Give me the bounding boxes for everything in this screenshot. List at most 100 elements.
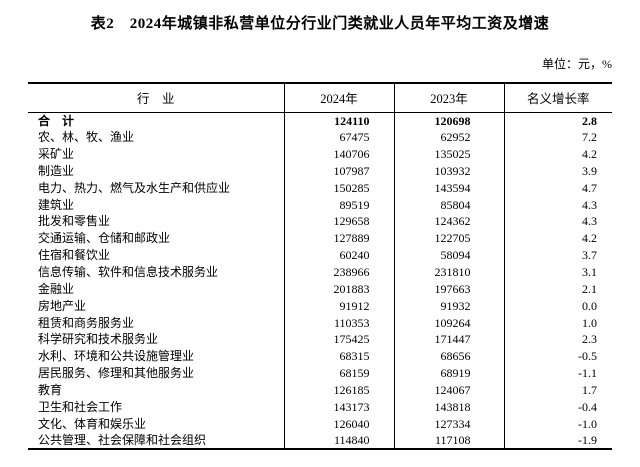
cell-2023: 171447: [393, 330, 504, 348]
cell-growth: -0.5: [503, 347, 612, 365]
cell-growth: 4.2: [503, 145, 612, 163]
cell-growth: 4.3: [503, 196, 612, 214]
table-row: 卫生和社会工作 143173 143818 -0.4: [28, 398, 612, 416]
cell-industry: 科学研究和技术服务业: [38, 332, 159, 347]
wage-table: 行 业 2024年 2023年 名义增长率 合 计 124110 120698 2.8…: [28, 82, 612, 450]
cell-2023: 117108: [393, 432, 504, 449]
cell-2023: 68656: [393, 347, 504, 365]
cell-industry: 房地产业: [38, 298, 87, 313]
table-row: 采矿业 140706 135025 4.2: [28, 145, 612, 163]
header-2023: 2023年: [393, 83, 504, 113]
cell-2024: 68315: [283, 347, 394, 365]
table-row: 交通运输、仓储和邮政业 127889 122705 4.2: [28, 229, 612, 247]
cell-2024: 124110: [283, 112, 394, 129]
cell-industry: 农、林、牧、渔业: [38, 130, 135, 145]
cell-growth: 7.2: [503, 128, 612, 146]
table-row: 信息传输、软件和信息技术服务业 238966 231810 3.1: [28, 263, 612, 281]
unit-note: 单位：元，%: [542, 57, 612, 71]
cell-industry: 教育: [38, 382, 63, 397]
cell-growth: 3.9: [503, 162, 612, 180]
cell-growth: -0.4: [503, 398, 612, 416]
table-row: 电力、热力、燃气及水生产和供应业 150285 143594 4.7: [28, 179, 612, 197]
cell-industry: 卫生和社会工作: [38, 399, 123, 414]
table-row: 水利、环境和公共设施管理业 68315 68656 -0.5: [28, 347, 612, 365]
cell-2024: 67475: [283, 128, 394, 146]
cell-2024: 201883: [283, 280, 394, 298]
cell-growth: -1.1: [503, 364, 612, 382]
cell-industry: 制造业: [38, 163, 75, 178]
table-row: 科学研究和技术服务业 175425 171447 2.3: [28, 330, 612, 348]
table-row: 房地产业 91912 91932 0.0: [28, 297, 612, 315]
cell-2024: 175425: [283, 330, 394, 348]
cell-2024: 91912: [283, 297, 394, 315]
table-row: 制造业 107987 103932 3.9: [28, 162, 612, 180]
cell-2023: 58094: [393, 246, 504, 264]
table-row: 建筑业 89519 85804 4.3: [28, 196, 612, 214]
cell-2024: 150285: [283, 179, 394, 197]
table-row: 文化、体育和娱乐业 126040 127334 -1.0: [28, 415, 612, 433]
cell-growth: 1.7: [503, 381, 612, 399]
cell-growth: 4.2: [503, 229, 612, 247]
cell-2023: 124067: [393, 381, 504, 399]
cell-industry: 交通运输、仓储和邮政业: [38, 231, 171, 246]
table-row: 住宿和餐饮业 60240 58094 3.7: [28, 246, 612, 264]
cell-growth: -1.9: [503, 432, 612, 449]
cell-2024: 126185: [283, 381, 394, 399]
cell-2024: 114840: [283, 432, 394, 449]
table-row: 批发和零售业 129658 124362 4.3: [28, 213, 612, 230]
cell-2023: 109264: [393, 314, 504, 331]
cell-growth: -1.0: [503, 415, 612, 433]
cell-growth: 1.0: [503, 314, 612, 331]
cell-2024: 68159: [283, 364, 394, 382]
header-industry: 行 业: [28, 83, 284, 113]
cell-2024: 126040: [283, 415, 394, 433]
cell-growth: 0.0: [503, 297, 612, 315]
cell-2024: 60240: [283, 246, 394, 264]
table-row: 教育 126185 124067 1.7: [28, 381, 612, 399]
cell-growth: 4.3: [503, 213, 612, 230]
cell-industry: 居民服务、修理和其他服务业: [38, 366, 195, 381]
cell-2023: 143818: [393, 398, 504, 416]
cell-growth: 2.8: [503, 112, 612, 129]
cell-2023: 120698: [393, 112, 504, 129]
cell-2023: 122705: [393, 229, 504, 247]
cell-industry: 金融业: [38, 281, 75, 296]
cell-2024: 140706: [283, 145, 394, 163]
cell-2024: 89519: [283, 196, 394, 214]
table-body: 合 计 124110 120698 2.8 农、林、牧、渔业 67475 62952 7.2 采…: [28, 112, 612, 449]
cell-2023: 197663: [393, 280, 504, 298]
cell-industry: 合 计: [38, 113, 75, 128]
table-title: 表2 2024年城镇非私营单位分行业门类就业人员年平均工资及增速: [90, 16, 550, 32]
table-row: 合 计 124110 120698 2.8: [28, 112, 612, 129]
cell-2023: 231810: [393, 263, 504, 281]
cell-growth: 4.7: [503, 179, 612, 197]
cell-2024: 110353: [283, 314, 394, 331]
cell-2023: 85804: [393, 196, 504, 214]
cell-2023: 143594: [393, 179, 504, 197]
cell-industry: 批发和零售业: [38, 214, 111, 229]
cell-industry: 采矿业: [38, 147, 75, 162]
cell-2024: 238966: [283, 263, 394, 281]
table-row: 公共管理、社会保障和社会组织 114840 117108 -1.9: [28, 432, 612, 449]
cell-industry: 信息传输、软件和信息技术服务业: [38, 265, 219, 280]
cell-2023: 103932: [393, 162, 504, 180]
cell-industry: 水利、环境和公共设施管理业: [38, 349, 195, 364]
header-2024: 2024年: [283, 83, 394, 113]
cell-industry: 住宿和餐饮业: [38, 248, 111, 263]
table-row: 居民服务、修理和其他服务业 68159 68919 -1.1: [28, 364, 612, 382]
table-row: 金融业 201883 197663 2.1: [28, 280, 612, 298]
table-row: 租赁和商务服务业 110353 109264 1.0: [28, 314, 612, 331]
cell-2023: 62952: [393, 128, 504, 146]
cell-growth: 2.3: [503, 330, 612, 348]
header-growth: 名义增长率: [503, 83, 612, 113]
cell-industry: 租赁和商务服务业: [38, 315, 135, 330]
cell-2023: 127334: [393, 415, 504, 433]
cell-2023: 135025: [393, 145, 504, 163]
cell-growth: 2.1: [503, 280, 612, 298]
cell-2023: 68919: [393, 364, 504, 382]
cell-2023: 91932: [393, 297, 504, 315]
cell-growth: 3.1: [503, 263, 612, 281]
cell-industry: 建筑业: [38, 197, 75, 212]
cell-2024: 127889: [283, 229, 394, 247]
cell-2024: 107987: [283, 162, 394, 180]
